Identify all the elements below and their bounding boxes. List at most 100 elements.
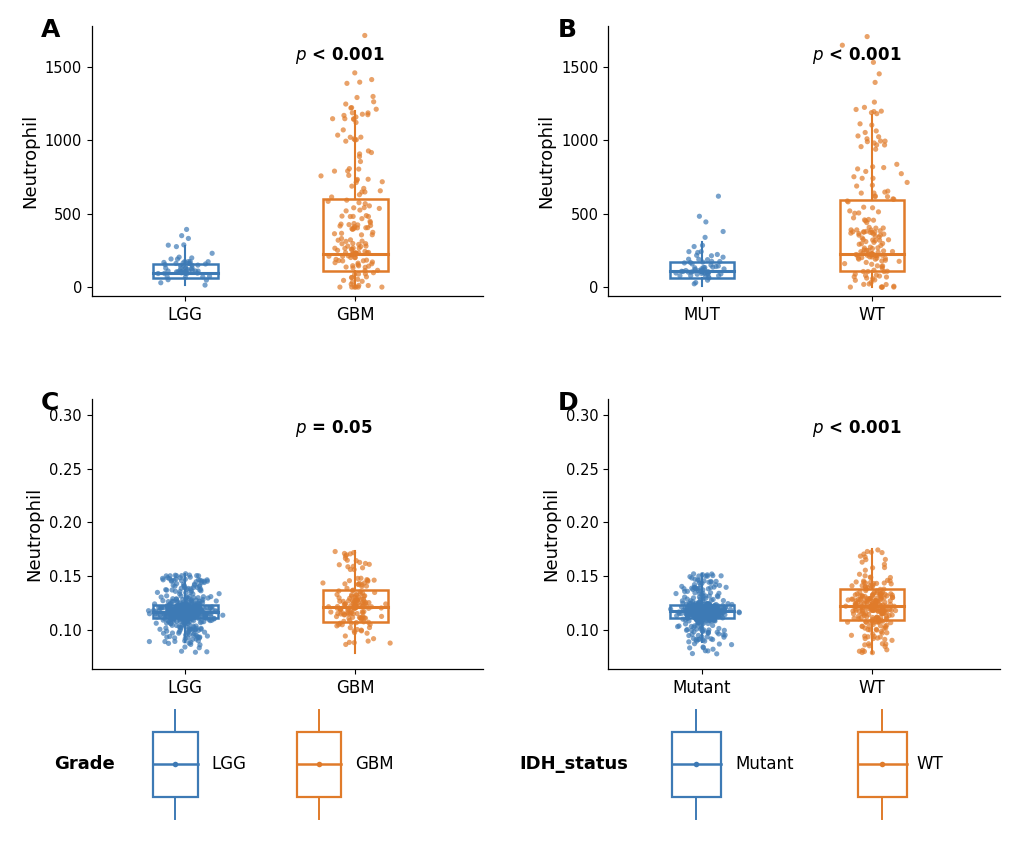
Point bbox=[864, 172, 880, 185]
Point bbox=[700, 589, 716, 603]
Point bbox=[864, 214, 880, 227]
Point bbox=[865, 585, 881, 599]
Point bbox=[679, 584, 695, 598]
Point bbox=[707, 601, 723, 615]
Point bbox=[697, 604, 713, 618]
Point bbox=[164, 595, 180, 608]
Point bbox=[704, 613, 720, 626]
Point bbox=[692, 607, 708, 620]
Point bbox=[350, 273, 366, 287]
Point bbox=[184, 609, 201, 623]
Point bbox=[871, 599, 888, 613]
Point bbox=[173, 229, 190, 243]
Point bbox=[694, 609, 710, 623]
Point bbox=[333, 232, 350, 245]
Point bbox=[847, 603, 863, 617]
Point bbox=[343, 242, 360, 256]
Point bbox=[322, 605, 338, 619]
Point bbox=[859, 264, 875, 278]
Point bbox=[690, 603, 706, 617]
Text: D: D bbox=[557, 390, 578, 414]
Point bbox=[183, 607, 200, 621]
Point bbox=[180, 637, 197, 650]
Point bbox=[868, 586, 884, 600]
Point bbox=[847, 588, 863, 601]
Point bbox=[700, 623, 716, 637]
Point bbox=[834, 39, 850, 52]
Point bbox=[177, 592, 194, 606]
Point bbox=[354, 586, 370, 600]
Point bbox=[690, 263, 706, 277]
Point bbox=[844, 225, 860, 239]
Point bbox=[187, 610, 204, 624]
Point bbox=[681, 602, 697, 616]
Point bbox=[328, 610, 344, 624]
Point bbox=[352, 611, 368, 625]
Point bbox=[701, 600, 717, 613]
Point bbox=[340, 218, 357, 232]
Point bbox=[861, 578, 877, 592]
Point bbox=[699, 582, 715, 595]
Point bbox=[704, 643, 720, 656]
Point bbox=[699, 603, 715, 617]
Point bbox=[857, 580, 873, 594]
Point bbox=[181, 568, 198, 582]
Point bbox=[863, 201, 879, 214]
Point bbox=[345, 563, 362, 577]
Point bbox=[351, 196, 367, 209]
Point bbox=[344, 607, 361, 620]
Point bbox=[704, 593, 720, 607]
Point bbox=[165, 607, 181, 620]
Point bbox=[697, 605, 713, 619]
Point bbox=[190, 603, 206, 617]
Point bbox=[172, 262, 189, 275]
Point bbox=[352, 585, 368, 599]
Point bbox=[337, 234, 354, 248]
Point bbox=[857, 225, 873, 239]
Point bbox=[891, 255, 907, 269]
Point bbox=[842, 223, 858, 237]
Point bbox=[862, 275, 878, 289]
Point bbox=[185, 607, 202, 621]
Point bbox=[184, 606, 201, 619]
Text: Mutant: Mutant bbox=[735, 756, 793, 773]
Point bbox=[686, 607, 702, 621]
Point bbox=[845, 170, 861, 184]
Point bbox=[860, 277, 876, 291]
Point bbox=[158, 625, 174, 638]
Point bbox=[160, 273, 176, 287]
Point bbox=[189, 609, 205, 623]
Point bbox=[348, 594, 365, 607]
Point bbox=[692, 603, 708, 617]
Point bbox=[873, 259, 890, 273]
Point bbox=[364, 228, 380, 242]
Point bbox=[341, 563, 358, 577]
Point bbox=[336, 242, 353, 256]
Point bbox=[686, 239, 702, 253]
Point bbox=[340, 612, 357, 625]
Point bbox=[714, 601, 731, 615]
Point bbox=[169, 603, 185, 617]
Point bbox=[864, 613, 880, 626]
Point bbox=[695, 609, 711, 623]
Point bbox=[690, 569, 706, 583]
Point bbox=[688, 606, 704, 619]
Point bbox=[330, 584, 346, 598]
Point bbox=[169, 602, 185, 616]
Point bbox=[880, 602, 897, 616]
Point bbox=[182, 622, 199, 636]
Point bbox=[360, 221, 376, 234]
Point bbox=[180, 608, 197, 622]
Point bbox=[884, 280, 901, 293]
Point bbox=[707, 602, 723, 616]
Point bbox=[691, 608, 707, 622]
Point bbox=[196, 576, 212, 589]
Point bbox=[361, 199, 377, 213]
Point bbox=[875, 621, 892, 635]
Point bbox=[884, 281, 901, 294]
Point bbox=[850, 228, 866, 242]
Point bbox=[855, 596, 871, 610]
Point bbox=[340, 594, 357, 607]
Point bbox=[878, 264, 895, 278]
Point bbox=[856, 569, 872, 583]
